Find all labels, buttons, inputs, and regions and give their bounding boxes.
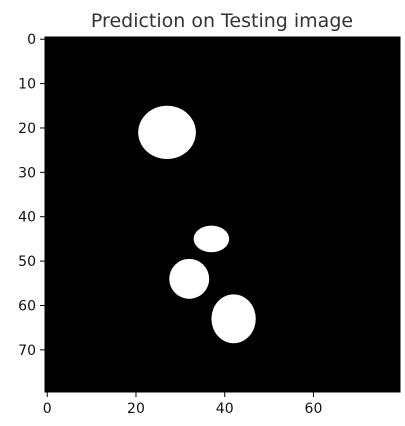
prediction-region-3 (169, 258, 210, 299)
plot-frame (44, 36, 401, 393)
prediction-region-4 (211, 294, 256, 344)
y-tick-label: 30 (18, 165, 36, 181)
prediction-region-1 (138, 105, 196, 160)
y-tick-label: 70 (18, 343, 36, 359)
x-tick-label: 20 (127, 401, 145, 417)
y-axis: 0 10 20 30 40 50 60 70 (18, 32, 45, 359)
y-tick-label: 60 (18, 298, 36, 314)
y-tick-label: 10 (18, 77, 36, 93)
y-tick-label: 0 (27, 32, 36, 48)
y-tick-label: 20 (18, 121, 36, 137)
y-tick-label: 40 (18, 210, 36, 226)
x-tick-label: 0 (43, 401, 52, 417)
chart-title: Prediction on Testing image (91, 10, 353, 32)
prediction-region-2 (193, 225, 230, 253)
plot-area (44, 36, 401, 393)
x-tick-label: 40 (216, 401, 234, 417)
prediction-regions (138, 105, 256, 344)
x-axis: 0 20 40 60 (43, 392, 323, 417)
y-tick-label: 50 (18, 254, 36, 270)
x-tick-label: 60 (305, 401, 323, 417)
